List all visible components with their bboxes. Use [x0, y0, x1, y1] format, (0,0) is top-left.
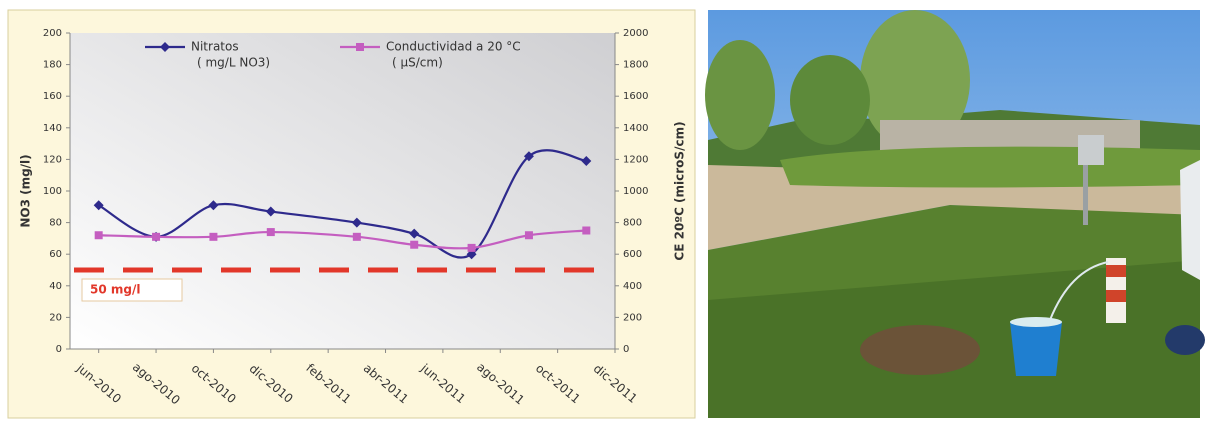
- post: [1083, 140, 1088, 225]
- y-tick-label: 0: [56, 344, 62, 355]
- point: [352, 232, 361, 241]
- water-jet: [1049, 261, 1109, 321]
- y2-tick-label: 2000: [623, 28, 648, 39]
- point: [265, 206, 276, 217]
- tree: [705, 40, 775, 150]
- point: [524, 231, 533, 240]
- legend-label: Conductividad a 20 °C: [386, 40, 521, 54]
- y-tick-label: 20: [49, 312, 62, 323]
- point: [523, 151, 534, 162]
- y-tick-label: 140: [43, 123, 62, 134]
- y-tick-label: 120: [43, 154, 62, 165]
- y-tick-label: 160: [43, 91, 62, 102]
- pipe-stripe: [1106, 290, 1126, 302]
- legend-unit: ( mg/L NO3): [197, 56, 270, 70]
- point: [266, 228, 275, 237]
- legend-label: Nitratos: [191, 40, 239, 54]
- y-tick-label: 200: [43, 28, 62, 39]
- y2-tick-label: 1600: [623, 91, 648, 102]
- point: [208, 200, 219, 211]
- sign: [1078, 135, 1104, 165]
- grass-bank: [780, 146, 1200, 188]
- point: [409, 228, 420, 239]
- y-tick-label: 180: [43, 60, 62, 71]
- vehicle: [1180, 160, 1200, 280]
- point: [351, 217, 362, 228]
- y2-tick-label: 400: [623, 281, 642, 292]
- point: [160, 42, 170, 52]
- point: [410, 240, 419, 249]
- point: [94, 231, 103, 240]
- point: [467, 243, 476, 252]
- bucket: [1010, 322, 1062, 376]
- y2-tick-label: 0: [623, 344, 629, 355]
- point: [582, 226, 591, 235]
- y2-axis-title: CE 20ºC (microS/cm): [673, 121, 687, 260]
- bag: [1165, 325, 1205, 355]
- tree: [790, 55, 870, 145]
- pipe-stripe: [1106, 265, 1126, 277]
- photo: [705, 10, 1205, 418]
- y2-tick-label: 200: [623, 312, 642, 323]
- point: [209, 232, 218, 241]
- y-tick-label: 100: [43, 186, 62, 197]
- y-tick-label: 80: [49, 218, 62, 229]
- y2-tick-label: 1800: [623, 60, 648, 71]
- threshold-label: 50 mg/l: [90, 283, 140, 297]
- y2-tick-label: 800: [623, 218, 642, 229]
- point: [356, 43, 364, 51]
- tree: [860, 10, 970, 150]
- bucket-water: [1010, 317, 1062, 327]
- y2-tick-label: 1400: [623, 123, 648, 134]
- point: [93, 200, 104, 211]
- point: [581, 155, 592, 166]
- plot-area: [70, 33, 615, 349]
- y-axis-title: NO3 (mg/l): [19, 154, 33, 227]
- threshold-label-box: [81, 278, 183, 302]
- y2-tick-label: 1200: [623, 154, 648, 165]
- point: [152, 232, 161, 241]
- y2-tick-label: 600: [623, 249, 642, 260]
- y-tick-label: 40: [49, 281, 62, 292]
- chart: NO3 (mg/l) CE 20ºC (microS/cm) 0 20 40 60 80…: [7, 9, 696, 419]
- legend-unit: ( µS/cm): [392, 56, 443, 70]
- y-tick-label: 60: [49, 249, 62, 260]
- soil: [860, 325, 980, 375]
- y2-tick-label: 1000: [623, 186, 648, 197]
